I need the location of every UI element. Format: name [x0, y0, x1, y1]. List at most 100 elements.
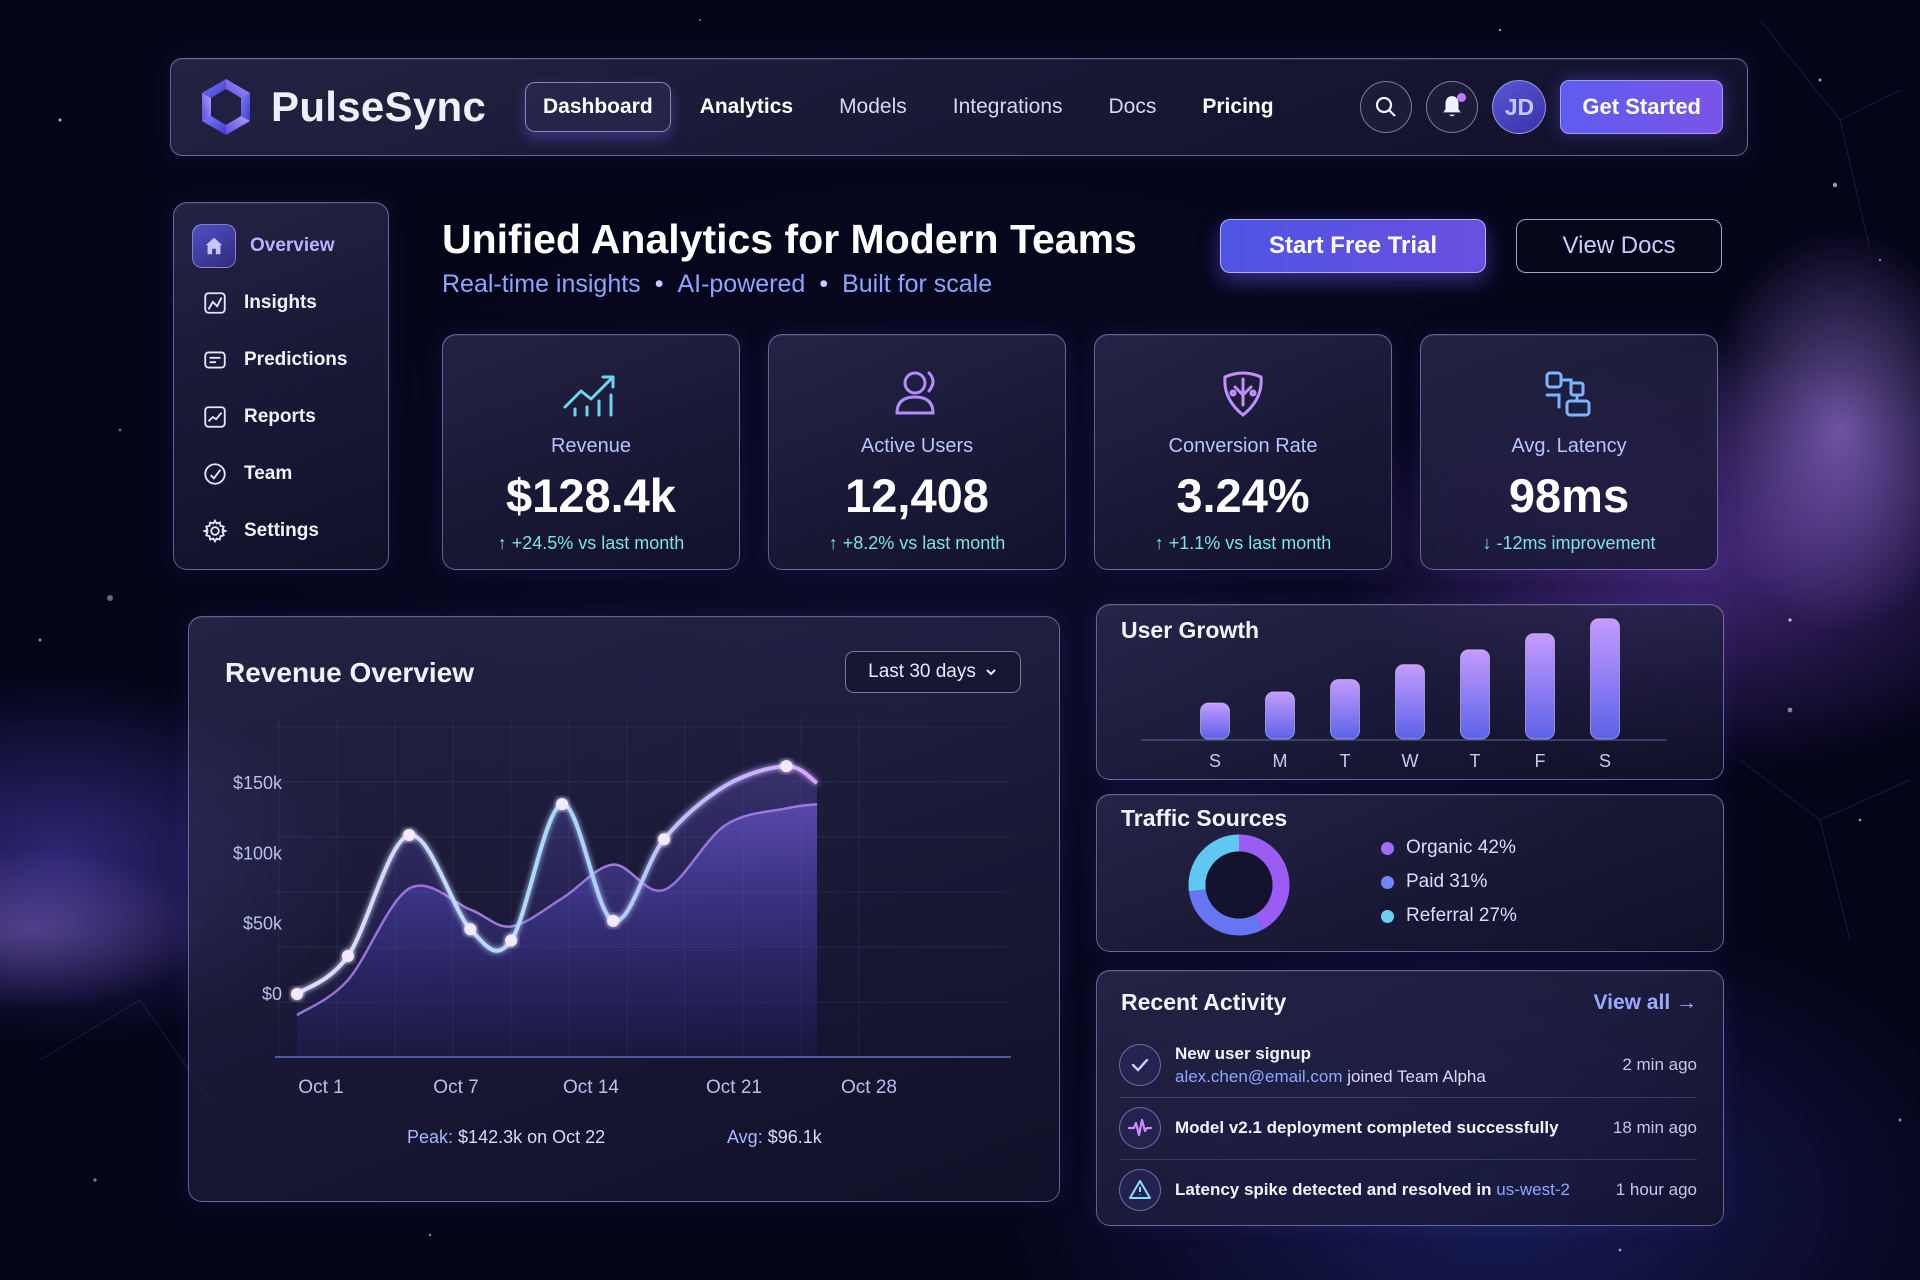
- brand-name: PulseSync: [271, 83, 487, 130]
- kpi-value: 3.24%: [1176, 469, 1310, 522]
- hero-tagline: Real-time insights • AI-powered • Built …: [442, 270, 992, 299]
- kpi-label: Conversion Rate: [1168, 435, 1318, 457]
- sidebar-item-label: Predictions: [244, 348, 348, 370]
- notifications-button[interactable]: [1426, 81, 1479, 133]
- activity-title: Model v2.1 deployment completed successf…: [1175, 1118, 1559, 1137]
- alert-icon: [1119, 1168, 1161, 1211]
- bar: [1200, 702, 1230, 740]
- data-point: [505, 934, 518, 947]
- activity-title: Latency spike detected and resolved in: [1175, 1180, 1497, 1199]
- main-nav: Dashboard Analytics Models Integrations …: [525, 82, 1291, 132]
- check-icon: [1119, 1044, 1161, 1086]
- legend-label: Referral 27%: [1406, 905, 1517, 926]
- pulse-icon: [1119, 1106, 1161, 1149]
- sidebar-item-label: Reports: [244, 405, 316, 427]
- revenue-overview-panel: $150k $100k $50k $0 Oct 1 Oct 7 Oct 14 Oct 21 Oc…: [188, 616, 1060, 1202]
- sidebar-item-insights[interactable]: Insights: [188, 274, 374, 331]
- kpi-label: Avg. Latency: [1511, 435, 1627, 457]
- donut-slice: [1188, 834, 1240, 892]
- traffic-donut-chart: [1188, 834, 1290, 936]
- kpi-card-avg-latency[interactable]: Avg. Latency 98ms ↓ -12ms improvement: [1420, 334, 1718, 570]
- nav-dashboard[interactable]: Dashboard: [525, 82, 671, 132]
- kpi-card-conversion-rate[interactable]: Conversion Rate 3.24% ↑ +1.1% vs last mo…: [1094, 334, 1392, 570]
- traffic-sources-panel: Traffic Sources Organic 42% Paid 31% Ref…: [1096, 794, 1724, 952]
- bar-category-label: T: [1470, 751, 1481, 771]
- notification-dot: [1457, 93, 1467, 102]
- data-point: [341, 950, 354, 963]
- region-link[interactable]: us-west-2: [1496, 1180, 1570, 1199]
- donut-slice: [1238, 834, 1290, 930]
- activity-item[interactable]: Model v2.1 deployment completed successf…: [1119, 1097, 1697, 1157]
- activity-detail: joined Team Alpha: [1342, 1067, 1486, 1086]
- user-icon: [889, 365, 945, 421]
- avg-label: Avg:: [727, 1127, 763, 1147]
- kpi-value: $128.4k: [506, 469, 676, 522]
- get-started-button[interactable]: Get Started: [1560, 80, 1723, 134]
- sidebar-item-label: Team: [244, 462, 293, 484]
- activity-item[interactable]: New user signup alex.chen@email.com join…: [1119, 1035, 1697, 1095]
- user-avatar[interactable]: JD: [1492, 80, 1547, 134]
- kpi-card-revenue[interactable]: Revenue $128.4k ↑ +24.5% vs last month: [442, 334, 740, 570]
- tagline-separator: •: [819, 270, 829, 298]
- nav-analytics[interactable]: Analytics: [699, 95, 794, 118]
- kpi-label: Active Users: [860, 435, 974, 457]
- y-tick-label: $0: [262, 984, 282, 1004]
- bar-category-label: W: [1402, 751, 1419, 771]
- nav-docs[interactable]: Docs: [1108, 95, 1157, 118]
- kpi-delta: ↑ +1.1% vs last month: [1154, 533, 1332, 553]
- x-tick-label: Oct 1: [298, 1077, 343, 1098]
- sidebar-item-overview[interactable]: Overview: [188, 217, 374, 274]
- view-docs-button[interactable]: View Docs: [1516, 219, 1722, 273]
- nav-models[interactable]: Models: [839, 95, 907, 118]
- legend-dot: [1381, 909, 1394, 923]
- dropdown-value: Last 30 days: [868, 661, 976, 682]
- peak-value: $142.3k on Oct 22: [458, 1127, 606, 1147]
- data-point: [556, 798, 569, 811]
- activity-item[interactable]: Latency spike detected and resolved in u…: [1119, 1159, 1697, 1219]
- x-tick-label: Oct 28: [841, 1077, 897, 1098]
- bar: [1395, 664, 1425, 740]
- bell-icon: [1443, 96, 1462, 117]
- reports-icon: [200, 402, 230, 432]
- trend-up-icon: [559, 365, 623, 421]
- sidebar-item-reports[interactable]: Reports: [188, 388, 374, 445]
- kpi-delta: ↓ -12ms improvement: [1482, 533, 1656, 553]
- user-growth-panel: User Growth S M T W T F S: [1096, 604, 1724, 780]
- kpi-value: 98ms: [1508, 469, 1630, 522]
- activity-email-link[interactable]: alex.chen@email.com: [1175, 1067, 1343, 1086]
- nav-actions: JD Get Started: [1360, 80, 1723, 134]
- bar-category-label: S: [1599, 751, 1611, 771]
- legend-dot: [1381, 875, 1394, 889]
- kpi-card-active-users[interactable]: Active Users 12,408 ↑ +8.2% vs last mont…: [768, 334, 1066, 570]
- predictions-icon: [200, 345, 230, 375]
- data-point: [291, 988, 303, 1000]
- y-tick-label: $150k: [233, 773, 283, 793]
- sidebar-item-team[interactable]: Team: [188, 445, 374, 502]
- sidebar-item-settings[interactable]: Settings: [188, 502, 374, 559]
- nav-integrations[interactable]: Integrations: [952, 95, 1063, 118]
- nav-pricing[interactable]: Pricing: [1202, 95, 1274, 118]
- search-button[interactable]: [1360, 81, 1413, 133]
- sidebar-item-predictions[interactable]: Predictions: [188, 331, 374, 388]
- date-range-dropdown[interactable]: Last 30 days: [845, 651, 1021, 693]
- avg-value: $96.1k: [767, 1127, 822, 1147]
- panel-title: Traffic Sources: [1121, 805, 1288, 831]
- primary-series-area: [297, 766, 817, 1057]
- brand-logo[interactable]: PulseSync: [195, 76, 525, 138]
- x-tick-label: Oct 14: [563, 1077, 619, 1098]
- activity-time: 1 hour ago: [1615, 1179, 1697, 1199]
- panel-title: Revenue Overview: [225, 657, 475, 688]
- tagline-item: Built for scale: [842, 270, 993, 298]
- bar: [1330, 678, 1360, 740]
- start-free-trial-button[interactable]: Start Free Trial: [1220, 219, 1486, 273]
- view-all-link[interactable]: View all →: [1593, 991, 1698, 1014]
- traffic-legend: Organic 42% Paid 31% Referral 27%: [1381, 831, 1517, 933]
- tagline-separator: •: [654, 270, 664, 298]
- conversion-icon: [1215, 365, 1271, 421]
- sidebar-item-label: Insights: [244, 291, 317, 313]
- latency-icon: [1541, 365, 1597, 421]
- activity-time: 2 min ago: [1622, 1055, 1697, 1074]
- sidebar: Overview Insights Predictions Reports Te…: [173, 202, 389, 570]
- bar-category-label: S: [1209, 751, 1221, 771]
